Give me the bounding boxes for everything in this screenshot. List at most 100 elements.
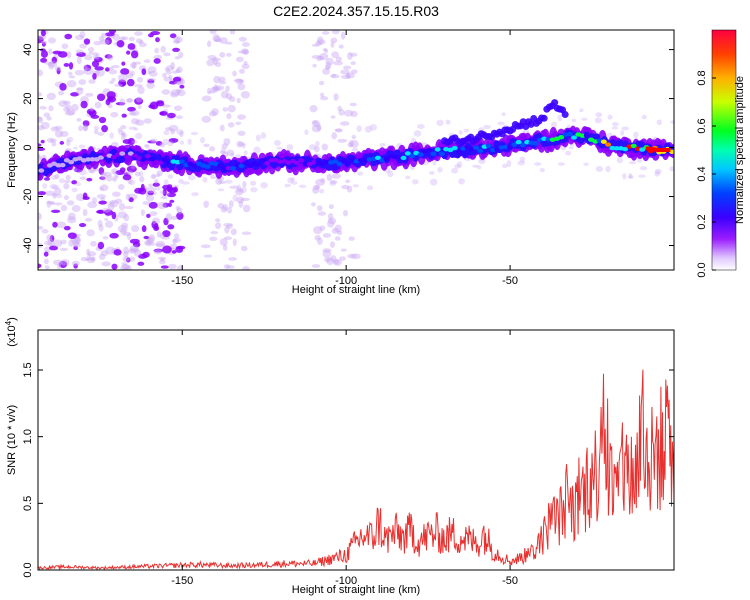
noise-blob bbox=[65, 174, 71, 181]
noise-blob bbox=[174, 80, 184, 85]
noise-blob bbox=[82, 124, 89, 132]
noise-blob bbox=[122, 139, 132, 145]
noise-blob bbox=[68, 239, 74, 247]
noise-blob bbox=[232, 70, 237, 77]
noise-blob bbox=[104, 67, 110, 72]
noise-blob bbox=[165, 70, 172, 75]
noise-blob bbox=[122, 256, 130, 263]
noise-blob bbox=[329, 180, 338, 184]
noise-blob bbox=[169, 33, 177, 39]
noise-blob bbox=[331, 132, 338, 140]
noise-blob bbox=[335, 56, 342, 62]
noise-blob bbox=[173, 186, 178, 193]
noise-blob bbox=[53, 187, 62, 196]
noise-blob bbox=[98, 200, 107, 205]
noise-blob bbox=[98, 167, 105, 175]
noise-blob bbox=[223, 222, 234, 227]
noise-blob bbox=[168, 138, 179, 143]
spectrogram-frame bbox=[37, 29, 675, 271]
noise-blob bbox=[107, 202, 115, 211]
noise-blob bbox=[166, 112, 176, 119]
noise-blob bbox=[311, 55, 322, 59]
noise-blob bbox=[215, 222, 222, 230]
ridge-peak-blob bbox=[652, 147, 657, 152]
noise-blob bbox=[472, 164, 479, 168]
noise-blob bbox=[159, 142, 166, 148]
noise-blob bbox=[534, 162, 542, 166]
noise-blob bbox=[146, 77, 156, 82]
ridge-amplitude-blob bbox=[545, 137, 552, 142]
noise-blob bbox=[130, 224, 140, 233]
noise-blob bbox=[177, 89, 186, 97]
noise-blob bbox=[627, 175, 634, 179]
noise-blob bbox=[343, 65, 352, 70]
noise-blob bbox=[75, 236, 81, 245]
noise-blob bbox=[320, 96, 329, 101]
noise-blob bbox=[335, 128, 343, 133]
noise-blob bbox=[121, 133, 126, 141]
noise-blob bbox=[208, 90, 216, 94]
noise-blob bbox=[345, 72, 355, 79]
noise-blob bbox=[350, 140, 359, 148]
noise-blob bbox=[456, 161, 463, 168]
noise-blob bbox=[46, 92, 56, 101]
noise-blob bbox=[162, 245, 172, 254]
noise-blob bbox=[557, 162, 565, 166]
noise-blob bbox=[218, 76, 226, 83]
noise-blob bbox=[241, 42, 250, 47]
branch-blob bbox=[551, 99, 559, 107]
ridge-amplitude-blob bbox=[451, 145, 458, 151]
noise-blob bbox=[579, 108, 584, 113]
noise-blob bbox=[605, 165, 611, 173]
snr-panel: -150 -100 -50 0.0 0.5 1.0 1.5 Height of strai… bbox=[4, 317, 675, 596]
ridge-peak-blob bbox=[645, 146, 650, 151]
noise-blob bbox=[639, 166, 648, 171]
noise-blob bbox=[49, 201, 55, 206]
ridge-amplitude-blob bbox=[622, 146, 629, 152]
snr-x-label: Height of straight line (km) bbox=[292, 584, 420, 596]
ridge-amplitude-blob bbox=[605, 142, 612, 147]
noise-blob bbox=[46, 116, 52, 121]
noise-blob bbox=[148, 234, 156, 242]
noise-blob bbox=[210, 174, 215, 180]
noise-blob bbox=[227, 104, 236, 113]
noise-blob bbox=[483, 124, 491, 130]
noise-blob bbox=[38, 147, 46, 151]
noise-blob bbox=[356, 125, 362, 133]
ridge-amplitude-blob bbox=[609, 145, 616, 151]
ridge-amplitude-blob bbox=[161, 158, 168, 163]
spectrogram-x-label: Height of straight line (km) bbox=[292, 284, 420, 296]
noise-blob bbox=[337, 105, 342, 112]
noise-blob bbox=[210, 57, 221, 62]
noise-blob bbox=[117, 73, 128, 82]
noise-blob bbox=[209, 30, 217, 35]
noise-blob bbox=[162, 202, 169, 208]
ridge-amplitude-blob bbox=[178, 159, 185, 164]
ridge-amplitude-blob bbox=[639, 147, 646, 152]
noise-blob bbox=[641, 114, 647, 120]
noise-blob bbox=[111, 211, 117, 220]
noise-blob bbox=[329, 181, 337, 186]
noise-blob bbox=[72, 239, 79, 247]
noise-blob bbox=[628, 172, 633, 179]
noise-blob bbox=[319, 188, 325, 194]
noise-blob bbox=[242, 48, 250, 56]
noise-blob bbox=[237, 114, 246, 120]
noise-blob bbox=[458, 178, 465, 185]
noise-blob bbox=[148, 183, 154, 187]
ridge-amplitude-blob bbox=[238, 163, 245, 168]
colorbar-gradient bbox=[711, 29, 737, 271]
noise-blob bbox=[237, 50, 248, 54]
noise-blob bbox=[54, 125, 63, 131]
noise-blob bbox=[155, 37, 160, 43]
noise-blob bbox=[656, 119, 662, 126]
noise-blob bbox=[160, 265, 169, 269]
ridge-amplitude-blob bbox=[264, 161, 271, 166]
noise-blob bbox=[153, 249, 162, 255]
ridge-amplitude-blob bbox=[485, 143, 492, 149]
ridge-amplitude-blob bbox=[59, 162, 66, 168]
ridge-peak-blob bbox=[661, 148, 666, 152]
noise-blob bbox=[49, 183, 58, 190]
noise-blob bbox=[172, 40, 180, 44]
